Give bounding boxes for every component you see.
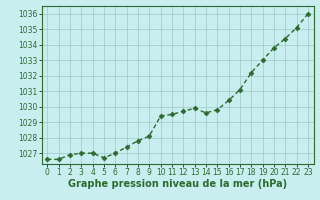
X-axis label: Graphe pression niveau de la mer (hPa): Graphe pression niveau de la mer (hPa) — [68, 179, 287, 189]
